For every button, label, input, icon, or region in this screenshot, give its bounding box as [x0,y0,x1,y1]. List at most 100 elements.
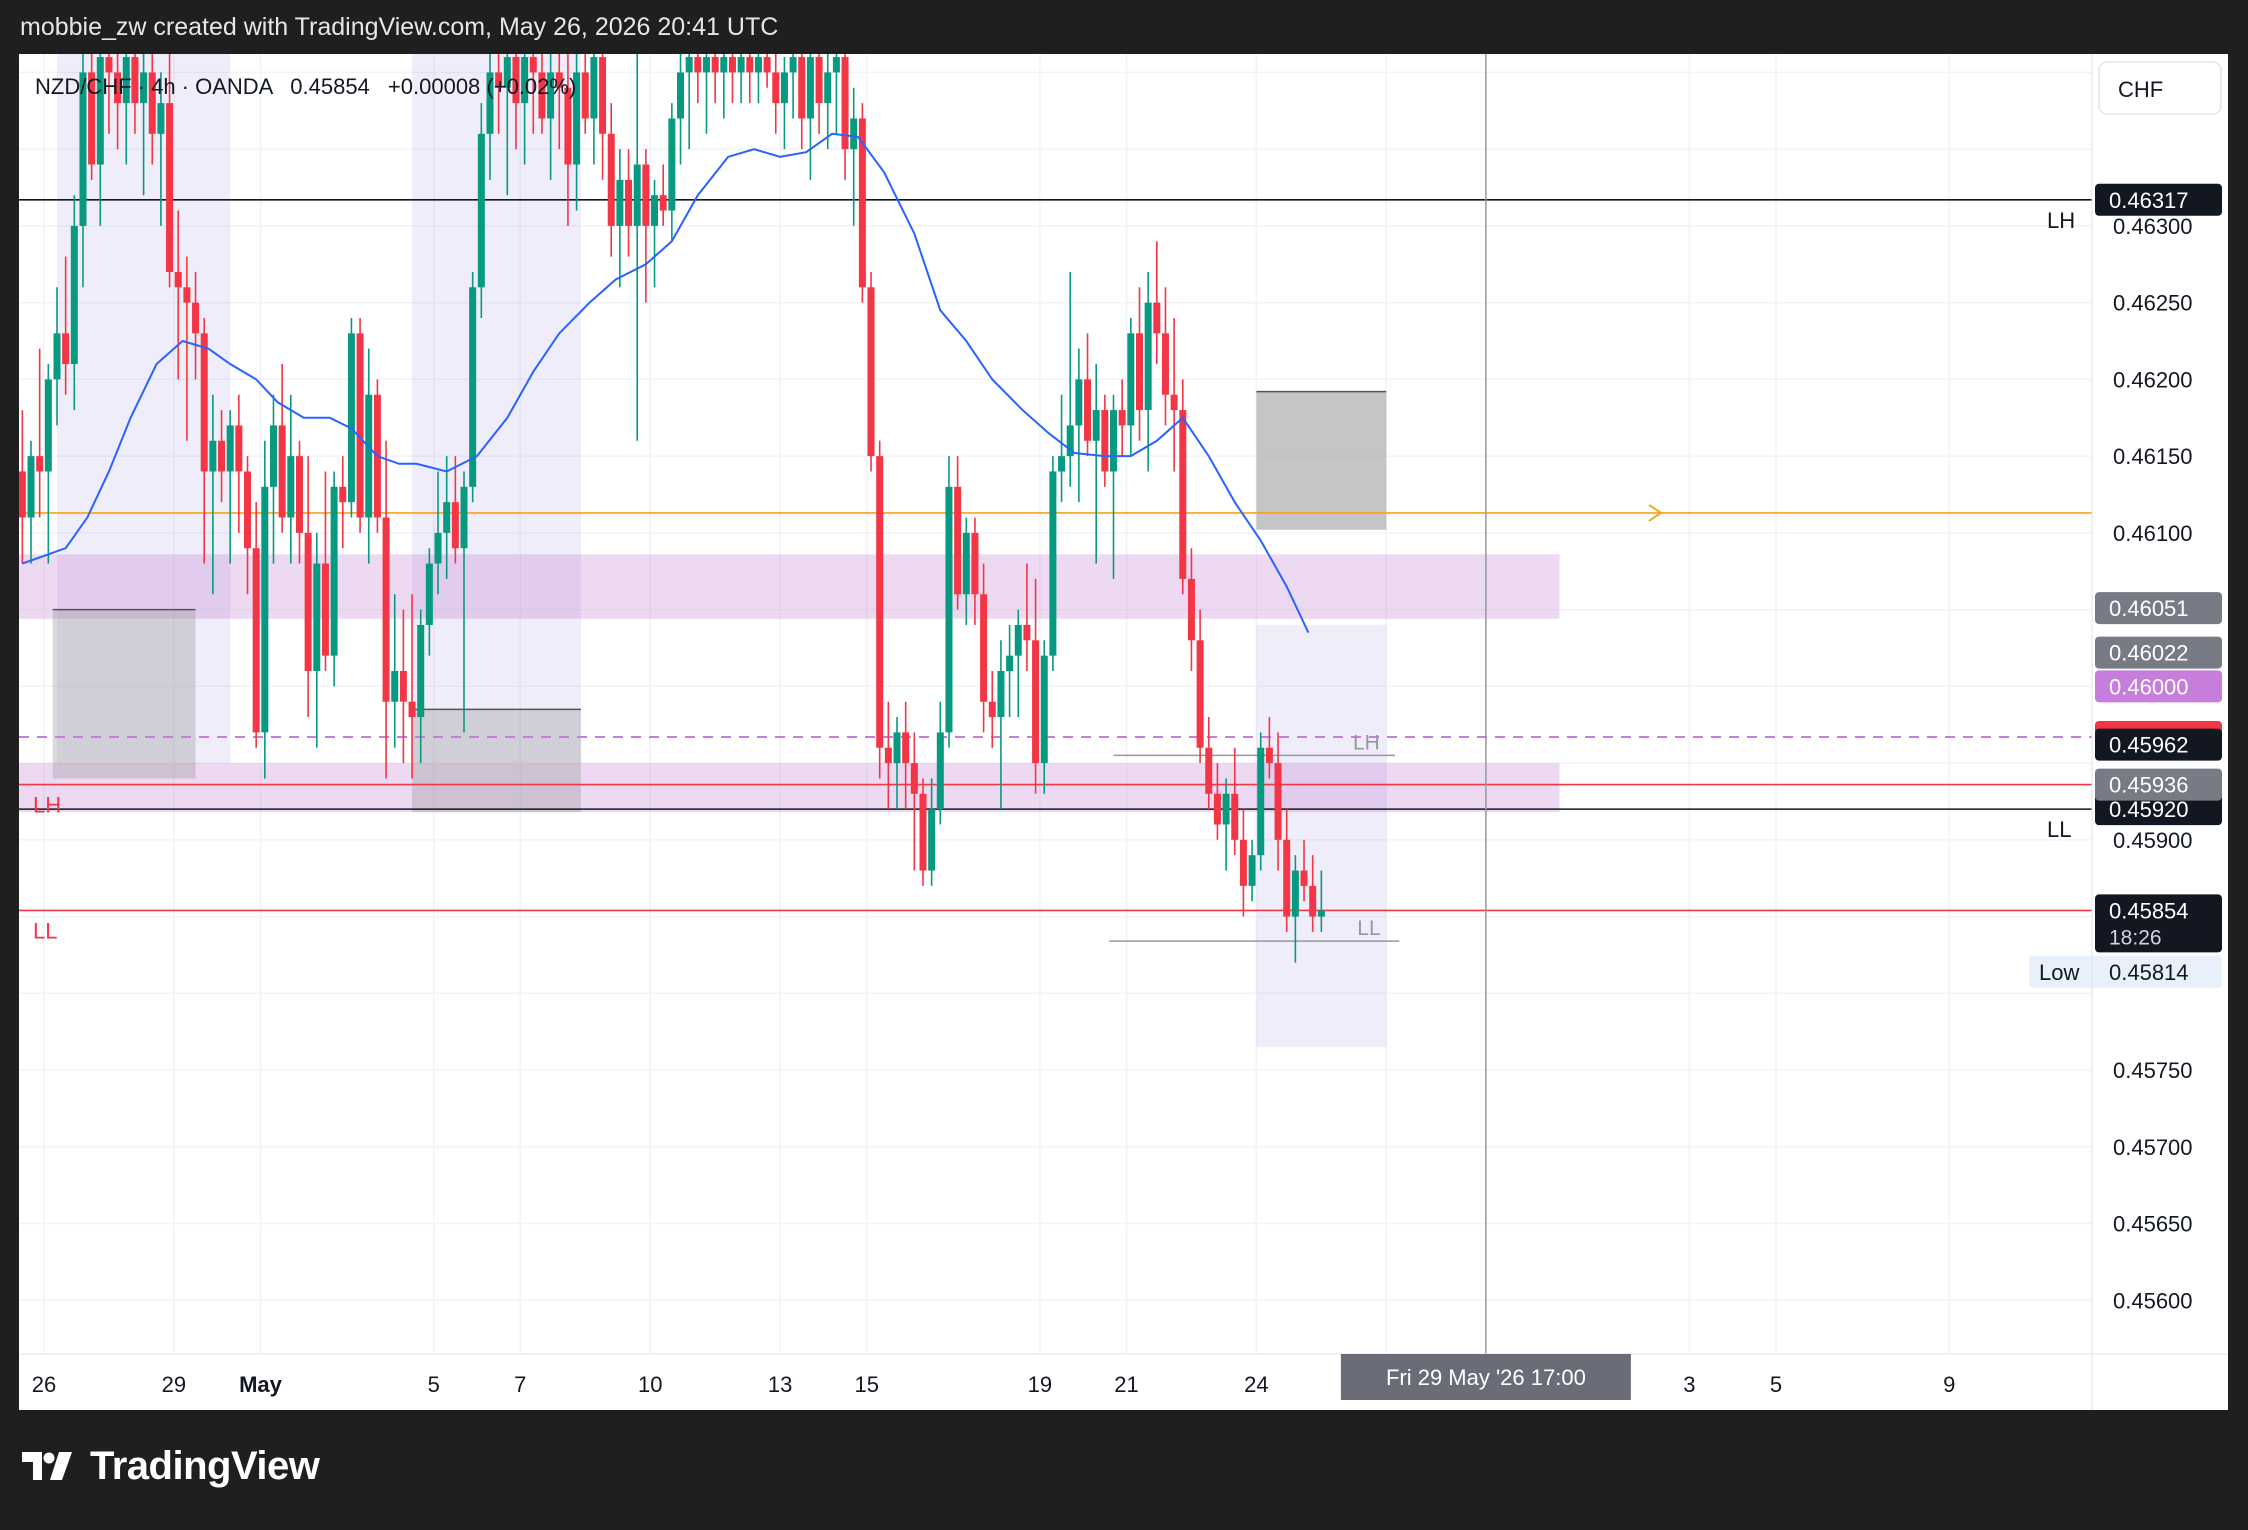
candle-body[interactable] [651,195,659,226]
candle-body[interactable] [1161,333,1169,395]
candle-body[interactable] [858,118,866,288]
candle-body[interactable] [997,671,1005,718]
candle-body[interactable] [884,747,892,764]
candle-body[interactable] [70,225,78,365]
candle-body[interactable] [244,471,252,549]
candle-body[interactable] [1023,624,1031,641]
candle-body[interactable] [1127,333,1135,426]
candle-body[interactable] [44,379,52,472]
candle-body[interactable] [1257,747,1265,856]
candle-body[interactable] [1196,640,1204,748]
candle-body[interactable] [36,456,44,472]
candle-body[interactable] [668,118,676,211]
candle-body[interactable] [685,57,693,73]
candle-body[interactable] [919,793,927,871]
candle-body[interactable] [599,57,607,134]
candle-body[interactable] [321,563,329,656]
candle-body[interactable] [460,486,468,549]
candle-body[interactable] [1248,855,1256,886]
candle-body[interactable] [806,57,814,119]
candle-body[interactable] [391,671,399,702]
candle-body[interactable] [1014,624,1022,656]
candle-body[interactable] [928,809,936,871]
candle-body[interactable] [616,179,624,226]
candle-body[interactable] [962,532,970,595]
candle-body[interactable] [27,456,35,518]
candle-body[interactable] [1265,747,1273,764]
candle-body[interactable] [183,287,191,303]
candle-body[interactable] [702,57,710,73]
candle-body[interactable] [469,287,477,487]
candle-body[interactable] [1179,410,1187,579]
candle-body[interactable] [157,103,165,134]
candle-body[interactable] [148,72,156,134]
candle-body[interactable] [269,425,277,487]
candle-body[interactable] [313,563,321,672]
candle-body[interactable] [780,72,788,104]
candle-body[interactable] [980,594,988,702]
candle-body[interactable] [122,57,130,104]
candle-body[interactable] [1213,793,1221,825]
candle-body[interactable] [902,732,910,764]
candle-body[interactable] [1274,763,1282,840]
candle-body[interactable] [1300,870,1308,886]
candle-body[interactable] [936,732,944,810]
candle-body[interactable] [954,486,962,595]
candle-body[interactable] [711,57,719,73]
candle-body[interactable] [365,394,373,518]
candle-body[interactable] [832,57,840,73]
candle-body[interactable] [477,133,485,288]
candle-body[interactable] [1040,655,1048,764]
candle-body[interactable] [356,333,364,518]
candle-body[interactable] [728,57,736,73]
candle-body[interactable] [772,72,780,104]
candle-body[interactable] [96,57,104,165]
candle-body[interactable] [19,471,26,518]
candle-body[interactable] [503,57,511,88]
candle-body[interactable] [443,502,451,533]
candle-body[interactable] [1006,655,1014,672]
candle-body[interactable] [166,103,174,272]
candle-body[interactable] [408,701,416,718]
candle-body[interactable] [1170,394,1178,411]
candle-body[interactable] [105,57,113,73]
candle-body[interactable] [131,57,139,104]
candle-body[interactable] [495,72,503,88]
candle-body[interactable] [1309,885,1317,917]
candle-body[interactable] [1049,471,1057,656]
candle-body[interactable] [824,72,832,104]
candle-body[interactable] [1084,379,1092,441]
candle-body[interactable] [1187,578,1195,641]
candle-body[interactable] [1058,456,1066,472]
candle-body[interactable] [417,624,425,718]
candle-body[interactable] [1092,410,1100,441]
candle-body[interactable] [1205,747,1213,794]
candle-body[interactable] [720,57,728,73]
candle-body[interactable] [1118,410,1126,426]
candle-body[interactable] [564,87,572,165]
candle-body[interactable] [633,164,641,226]
candle-body[interactable] [798,57,806,119]
candle-body[interactable] [1222,793,1230,825]
candle-body[interactable] [893,732,901,764]
candle-body[interactable] [347,333,355,503]
candle-body[interactable] [529,57,537,73]
candle-body[interactable] [399,671,407,702]
candle-body[interactable] [512,57,520,104]
candle-body[interactable] [694,57,702,73]
candle-body[interactable] [235,425,243,472]
candle-body[interactable] [304,532,312,672]
candle-body[interactable] [625,179,633,226]
candle-body[interactable] [642,164,650,226]
candle-body[interactable] [434,532,442,564]
candle-body[interactable] [1239,839,1247,886]
candle-body[interactable] [1075,379,1083,426]
candle-body[interactable] [581,72,589,119]
candle-body[interactable] [382,517,390,702]
candle-body[interactable] [339,486,347,503]
candle-body[interactable] [425,563,433,625]
candle-body[interactable] [451,502,459,549]
candle-body[interactable] [1317,910,1325,917]
candle-body[interactable] [754,57,762,73]
candle-body[interactable] [547,72,555,119]
